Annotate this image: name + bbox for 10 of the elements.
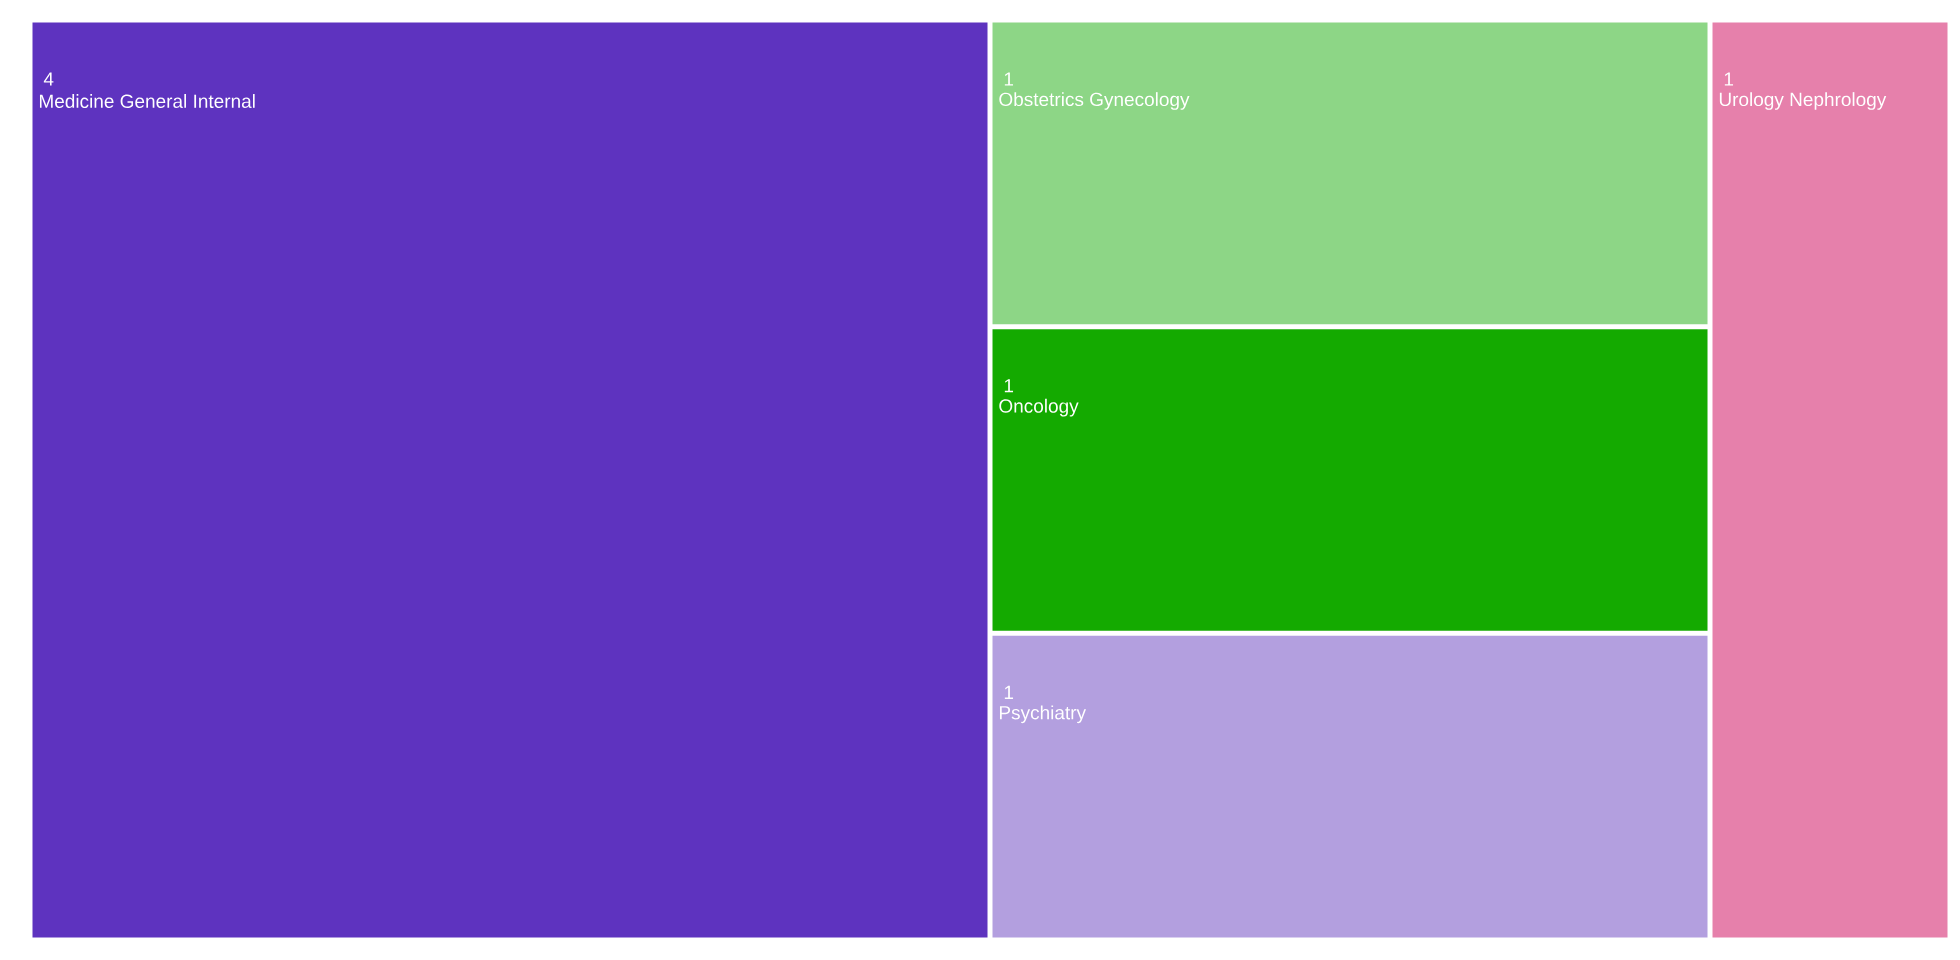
data-label: 1: [1724, 72, 1734, 86]
category-label: Oncology: [999, 398, 1079, 417]
category-label: Urology Nephrology: [1719, 92, 1887, 110]
category-label: Obstetrics Gynecology: [999, 92, 1190, 110]
data-label: 1: [1004, 379, 1014, 393]
data-label: 1: [1004, 72, 1014, 86]
category-label: Medicine General Internal: [39, 94, 255, 108]
data-label: 1: [1004, 685, 1014, 699]
data-label: 4: [43, 72, 54, 86]
category-label: Psychiatry: [999, 705, 1087, 724]
